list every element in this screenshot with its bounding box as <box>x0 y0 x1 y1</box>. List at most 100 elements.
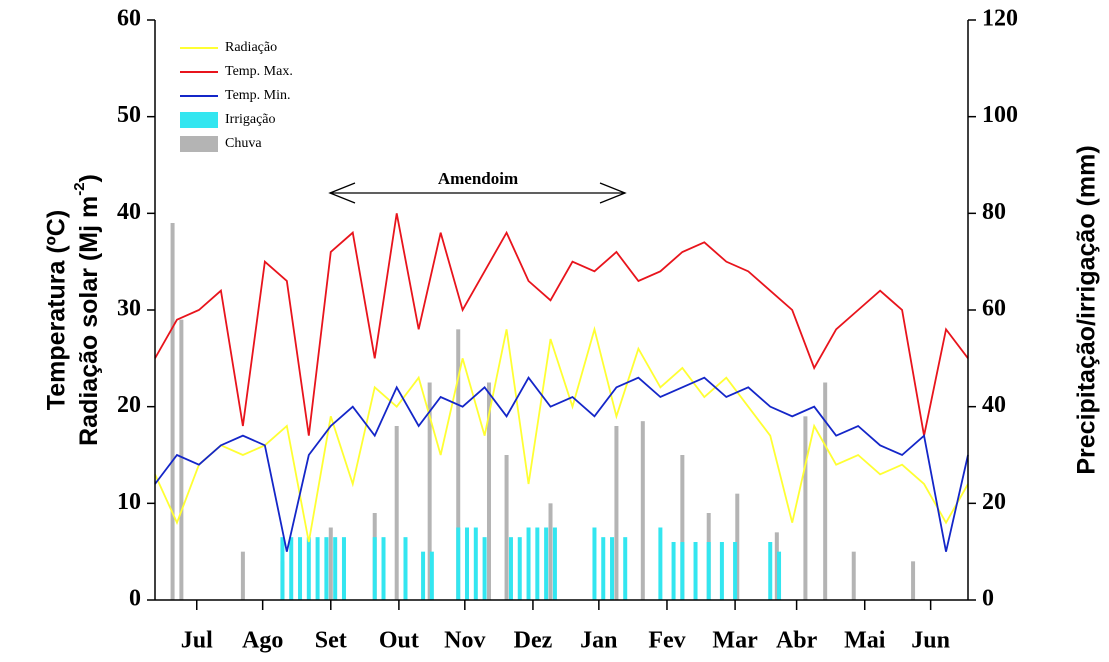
bar <box>623 537 628 600</box>
bar <box>482 537 487 600</box>
bar <box>544 527 549 600</box>
bar <box>456 329 461 600</box>
bar <box>671 542 676 600</box>
annotation-arrow <box>328 182 627 204</box>
x-tick-label: Fev <box>648 628 685 654</box>
legend-label: Temp. Max. <box>225 64 293 79</box>
bar <box>601 537 606 600</box>
x-tick-label: Jul <box>181 628 213 654</box>
legend-swatch <box>180 136 218 152</box>
y-axis-label-sup: -2 <box>71 182 88 195</box>
bar <box>768 542 773 600</box>
bar <box>610 537 615 600</box>
bar <box>333 537 338 600</box>
bar <box>658 527 663 600</box>
bar <box>473 527 478 600</box>
bar <box>680 455 685 600</box>
series-line <box>154 376 969 552</box>
bar <box>548 503 553 600</box>
y2-tick-label: 40 <box>982 392 1006 418</box>
y-tick-label: 60 <box>117 6 141 32</box>
x-tick-label: Out <box>379 628 419 654</box>
legend-label: Irrigação <box>225 112 276 127</box>
y2-tick-label: 80 <box>982 199 1006 225</box>
legend-swatch <box>180 112 218 128</box>
bar <box>465 527 470 600</box>
bar <box>170 223 175 600</box>
bar <box>456 527 461 600</box>
bar <box>381 537 386 600</box>
bar <box>823 382 828 600</box>
y-axis-label: Temperatura (ºC) <box>43 210 71 410</box>
bar <box>240 551 245 600</box>
y-tick-label: 50 <box>117 102 141 128</box>
bar <box>280 537 285 600</box>
y-axis-label-end: ) <box>75 174 103 182</box>
bar <box>592 527 597 600</box>
x-tick-label: Jun <box>911 628 950 654</box>
x-tick-label: Abr <box>776 628 818 654</box>
bar <box>504 455 509 600</box>
bar <box>289 537 294 600</box>
bar <box>851 551 856 600</box>
bar <box>777 551 782 600</box>
legend-label: Temp. Min. <box>225 88 291 103</box>
y-tick-label: 20 <box>117 392 141 418</box>
x-tick-label: Mar <box>712 628 758 654</box>
x-tick-label: Ago <box>242 628 283 654</box>
y2-tick-label: 100 <box>982 102 1018 128</box>
bar <box>911 561 916 600</box>
y-tick-label: 30 <box>117 296 141 322</box>
bar <box>693 542 698 600</box>
annotation: Amendoim <box>438 169 518 188</box>
bar <box>429 551 434 600</box>
bar <box>614 426 619 600</box>
y2-tick-label: 0 <box>982 586 994 612</box>
bar <box>179 319 184 600</box>
x-tick-label: Dez <box>514 628 553 654</box>
bar <box>328 527 333 600</box>
x-tick-label: Jan <box>580 628 617 654</box>
y-tick-label: 40 <box>117 199 141 225</box>
bar <box>552 527 557 600</box>
series-line <box>154 325 969 543</box>
y2-axis-label: Precipitação/irrigação (mm) <box>1073 145 1101 474</box>
y2-tick-label: 60 <box>982 296 1006 322</box>
bar <box>508 537 513 600</box>
x-tick-label: Set <box>315 628 347 654</box>
bar <box>803 416 808 600</box>
bar <box>306 537 311 600</box>
bar <box>774 532 779 600</box>
bar <box>394 426 399 600</box>
bar <box>680 542 685 600</box>
bar <box>421 551 426 600</box>
y-axis-label: Radiação solar (Mj m-2) <box>71 174 103 446</box>
bar <box>372 537 377 600</box>
y2-tick-label: 20 <box>982 489 1006 515</box>
y-axis-label-main: Radiação solar (Mj m <box>75 196 103 446</box>
y-tick-label: 0 <box>129 586 141 612</box>
legend-label: Chuva <box>225 136 262 151</box>
bar <box>403 537 408 600</box>
bar <box>719 542 724 600</box>
bar <box>526 527 531 600</box>
bar <box>735 493 740 600</box>
bar <box>298 537 303 600</box>
x-tick-label: Mai <box>844 628 886 654</box>
bar <box>427 382 432 600</box>
x-tick-label: Nov <box>444 628 485 654</box>
bar <box>640 421 645 600</box>
bar <box>486 382 491 600</box>
bar <box>706 542 711 600</box>
y-tick-label: 10 <box>117 489 141 515</box>
bar <box>517 537 522 600</box>
bar <box>535 527 540 600</box>
bar <box>324 537 329 600</box>
legend-label: Radiação <box>225 40 277 55</box>
bar <box>315 537 320 600</box>
bar <box>733 542 738 600</box>
y2-tick-label: 120 <box>982 6 1018 32</box>
bar <box>341 537 346 600</box>
series-line <box>154 213 969 436</box>
